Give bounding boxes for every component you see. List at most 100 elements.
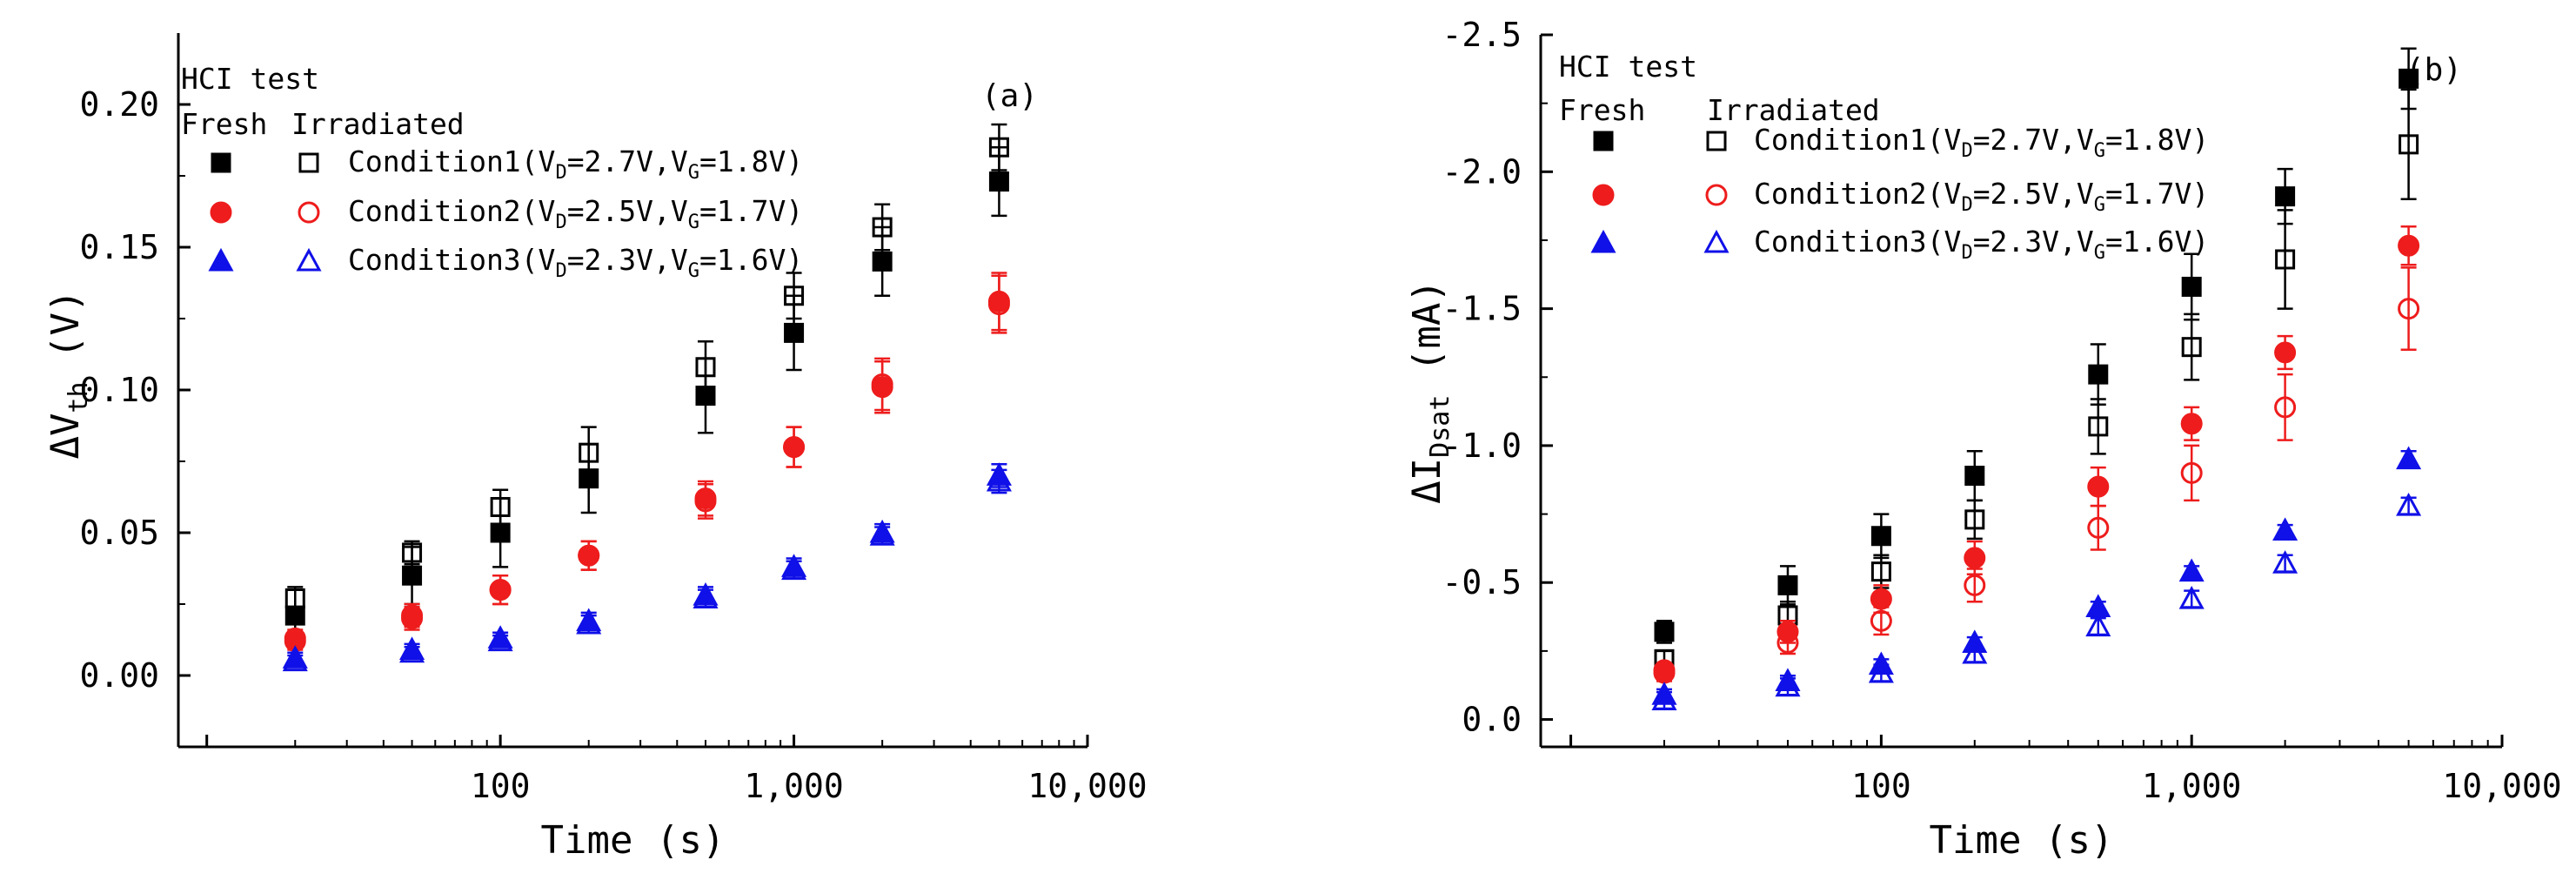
data-point: [2180, 461, 2203, 484]
data-point: [872, 251, 893, 272]
data-point: [2398, 298, 2420, 320]
legend-entry-label: Condition2(VD=2.5V,VG=1.7V): [348, 194, 803, 233]
data-point: [2180, 413, 2203, 435]
data-point: [1964, 509, 1985, 530]
legend: HCI test Fresh IrradiatedCondition1(VD=2.7…: [1559, 50, 2209, 264]
legend-marker-irradiated: [296, 247, 322, 272]
legend-entry-label: Condition3(VD=2.3V,VG=1.6V): [1754, 225, 2209, 264]
y-tick-label: 0.15: [79, 228, 159, 266]
data-point: [579, 442, 599, 463]
data-point: [402, 565, 423, 586]
legend-marker-irradiated: [1706, 131, 1727, 151]
data-point: [2396, 493, 2422, 516]
data-point: [402, 542, 423, 563]
data-point: [2181, 337, 2202, 358]
data-point: [1775, 673, 1801, 697]
data-point: [1964, 466, 1985, 487]
data-point: [2396, 446, 2422, 470]
y-tick-label: 0.05: [79, 514, 159, 552]
data-point: [2085, 594, 2111, 618]
legend-marker-irradiated: [298, 152, 319, 173]
y-tick-label: 0.0: [1462, 701, 1522, 739]
data-point: [1870, 526, 1891, 547]
legend-marker-irradiated: [298, 201, 320, 224]
legend-marker-fresh: [1590, 229, 1616, 253]
x-tick-label: 1,000: [2142, 767, 2241, 805]
data-point: [872, 217, 893, 238]
data-point: [2087, 516, 2110, 539]
data-point: [2272, 517, 2298, 541]
data-point: [490, 522, 511, 543]
data-point: [1651, 687, 1677, 711]
data-point: [487, 628, 513, 652]
data-point: [2275, 249, 2296, 270]
data-point: [2085, 613, 2111, 637]
series-condition3-fresh: [1651, 446, 2422, 705]
data-point: [2272, 550, 2298, 574]
data-point: [1964, 574, 1986, 596]
data-point: [2274, 396, 2297, 419]
panel-label: (b): [2405, 52, 2462, 88]
data-point: [284, 588, 305, 608]
legend-marker-irradiated: [1705, 184, 1728, 206]
data-point: [2178, 558, 2205, 582]
x-tick-label: 1,000: [744, 767, 843, 805]
data-point: [2275, 186, 2296, 207]
y-tick-label: -0.5: [1442, 563, 1522, 601]
data-point: [986, 467, 1012, 492]
legend-marker-fresh: [210, 201, 232, 224]
y-tick-label: -2.0: [1442, 152, 1522, 191]
series-condition2-irradiated: [284, 274, 1010, 649]
data-point: [489, 579, 512, 601]
data-point: [2399, 68, 2419, 89]
series-condition1-irradiated: [1654, 88, 2419, 669]
legend-header-fresh: Fresh: [1559, 93, 1645, 127]
data-point: [988, 171, 1009, 192]
y-axis-title: ΔIDsat (mA): [1405, 279, 1455, 504]
x-tick-label: 100: [471, 767, 531, 805]
data-point: [1964, 547, 1986, 569]
legend-header-fresh: Fresh: [181, 107, 267, 141]
data-point: [2399, 134, 2419, 155]
panel-label: (a): [981, 78, 1038, 114]
x-tick-label: 100: [1851, 767, 1911, 805]
data-point: [578, 544, 600, 567]
data-point: [871, 373, 893, 395]
data-point: [988, 137, 1009, 158]
data-point: [987, 293, 1010, 316]
data-point: [2087, 475, 2110, 498]
series-condition3-irradiated: [1651, 493, 2422, 711]
x-tick-label: 10,000: [1027, 767, 1147, 805]
y-tick-label: 0.00: [79, 656, 159, 695]
legend: HCI test Fresh IrradiatedCondition1(VD=2.7…: [181, 62, 803, 282]
data-point: [1776, 631, 1799, 654]
data-point: [284, 605, 305, 626]
legend-entry-label: Condition3(VD=2.3V,VG=1.6V): [348, 243, 803, 282]
chart-panel-b: 0.0 -0.5 -1.0 -1.5 -2.0 -2.5 100 1,000 10,000 Tim…: [1405, 16, 2562, 863]
legend-marker-fresh: [1593, 131, 1614, 151]
legend-entry-label: Condition1(VD=2.7V,VG=1.8V): [1754, 123, 2209, 162]
legend-header-irradiated: Irradiated: [1707, 93, 1880, 127]
series-condition1-irradiated: [284, 123, 1009, 608]
series-condition3-fresh: [282, 462, 1012, 669]
data-point: [1654, 622, 1675, 642]
data-point: [1870, 588, 1892, 610]
chart-panel-a: 0.00 0.05 0.10 0.15 0.20 100 1,000 10,000 Time (…: [43, 33, 1147, 863]
data-point: [694, 490, 717, 513]
data-point: [401, 604, 424, 627]
y-tick-label: 0.20: [79, 85, 159, 124]
data-point: [784, 286, 805, 306]
series-condition2-fresh: [284, 272, 1010, 653]
x-tick-label: 10,000: [2442, 767, 2561, 805]
legend-entry-label: Condition1(VD=2.7V,VG=1.8V): [348, 144, 803, 184]
legend-marker-fresh: [211, 152, 231, 173]
y-tick-label: -1.0: [1442, 427, 1522, 465]
data-point: [1777, 575, 1798, 595]
data-point: [1868, 659, 1894, 683]
data-point: [576, 610, 602, 635]
data-point: [399, 639, 425, 663]
data-point: [282, 648, 308, 672]
data-point: [2088, 364, 2109, 385]
legend-header-irradiated: Irradiated: [291, 107, 465, 141]
legend-marker-irradiated: [1703, 229, 1730, 253]
